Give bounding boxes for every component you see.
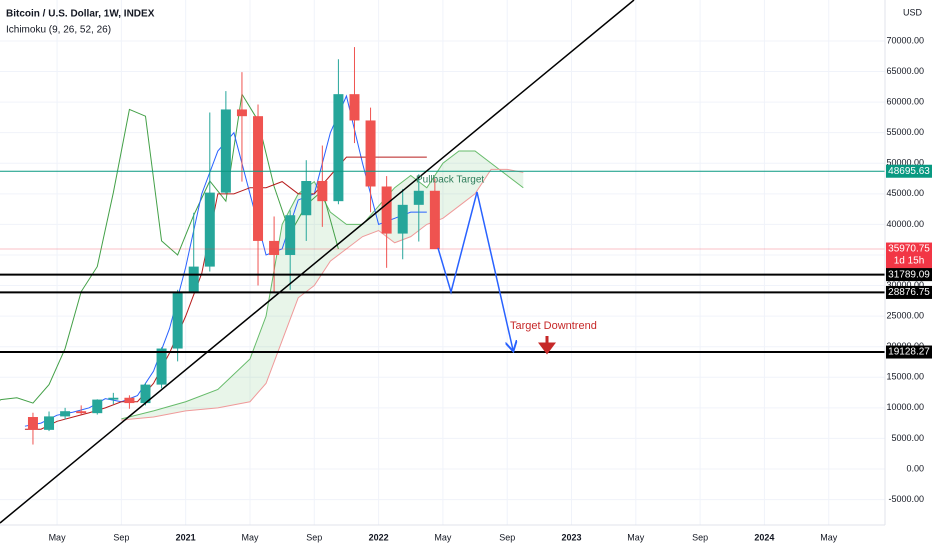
- currency: USD: [903, 7, 923, 17]
- candle-body: [413, 190, 424, 205]
- annotation: Target Downtrend: [510, 320, 597, 332]
- candle-body: [333, 94, 344, 202]
- candle-body: [397, 204, 408, 234]
- candle-body: [124, 397, 135, 404]
- y-tick-label: 30000.00: [886, 280, 924, 290]
- candle-body: [76, 411, 87, 414]
- price-label: 28876.75: [888, 287, 930, 298]
- price-label-box: [886, 345, 932, 359]
- y-tick-label: 5000.00: [891, 433, 924, 443]
- x-tick-label: May: [627, 532, 645, 542]
- y-tick-label: 0.00: [906, 463, 924, 473]
- price-label: 48695.63: [888, 166, 930, 177]
- y-tick-label: 50000.00: [886, 158, 924, 168]
- candle-body: [381, 186, 392, 234]
- y-tick-label: 45000.00: [886, 188, 924, 198]
- candle-body: [236, 109, 247, 117]
- candle-body: [365, 120, 376, 187]
- projection-path: [437, 191, 513, 350]
- y-tick-label: -5000.00: [888, 494, 924, 504]
- x-tick-label: May: [434, 532, 452, 542]
- candle-body: [140, 384, 151, 404]
- annotation: Pullback Target: [416, 175, 484, 186]
- x-tick-label: May: [241, 532, 259, 542]
- y-tick-label: 60000.00: [886, 96, 924, 106]
- candle-body: [204, 192, 215, 267]
- candle-body: [429, 190, 440, 250]
- axes: -5000.000.005000.0010000.0015000.0020000…: [49, 35, 932, 542]
- x-tick-label: Sep: [499, 532, 515, 542]
- candle-body: [269, 240, 280, 255]
- candle-body: [220, 109, 231, 193]
- span-b: [121, 168, 524, 421]
- drawings: Pullback Target Target Downtrend: [0, 0, 635, 524]
- candle-body: [285, 215, 296, 255]
- price-label-box: [886, 164, 932, 178]
- candle-body: [188, 266, 199, 292]
- y-tick-label: 15000.00: [886, 372, 924, 382]
- candle-body: [301, 180, 312, 216]
- y-tick-label: 25000.00: [886, 311, 924, 321]
- candle-body: [27, 417, 38, 430]
- price-label: 35970.75: [888, 244, 930, 255]
- chart-title: Bitcoin / U.S. Dollar, 1W, INDEX: [6, 9, 155, 20]
- x-tick-label: 2023: [561, 532, 581, 542]
- x-tick-label: Sep: [692, 532, 708, 542]
- y-tick-label: 70000.00: [886, 35, 924, 45]
- y-tick-label: 55000.00: [886, 127, 924, 137]
- x-tick-label: 2021: [176, 532, 196, 542]
- price-label-box: [886, 285, 932, 299]
- candle-body: [172, 291, 183, 349]
- candle-body: [108, 397, 119, 400]
- candle-body: [253, 116, 264, 241]
- span-a: [121, 150, 524, 420]
- price-label-box: [886, 242, 932, 269]
- candle-body: [60, 411, 71, 417]
- y-tick-label: 40000.00: [886, 219, 924, 229]
- trend-line: [0, 0, 635, 524]
- down-arrow: [538, 336, 556, 355]
- x-tick-label: May: [820, 532, 838, 542]
- y-tick-label: 65000.00: [886, 66, 924, 76]
- countdown: 1d 15h: [894, 256, 925, 267]
- x-tick-label: 2024: [754, 532, 774, 542]
- indicator-line: [24, 156, 427, 430]
- y-tick-label: 10000.00: [886, 402, 924, 412]
- candle-body: [349, 94, 360, 121]
- price-label-box: [886, 268, 932, 282]
- candle-body: [92, 399, 103, 414]
- indicator-label: Ichimoku (9, 26, 52, 26): [6, 25, 111, 36]
- candle-body: [156, 348, 167, 385]
- plot-area: [0, 0, 885, 525]
- x-tick-label: May: [49, 532, 67, 542]
- x-tick-label: 2022: [369, 532, 389, 542]
- cloud: [121, 151, 524, 421]
- price-label: 31789.09: [888, 269, 930, 280]
- price-label: 19128.27: [888, 347, 930, 358]
- indicator-line: [0, 92, 339, 404]
- x-tick-label: Sep: [306, 532, 322, 542]
- candle-body: [317, 180, 328, 202]
- x-tick-label: Sep: [113, 532, 129, 542]
- candle-body: [44, 416, 55, 430]
